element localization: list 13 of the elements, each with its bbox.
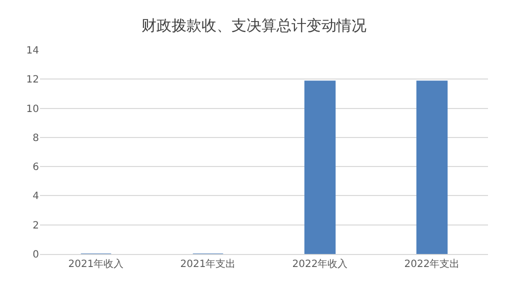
y-tick-label: 8 <box>32 132 39 144</box>
x-tick-label: 2022年支出 <box>404 258 460 270</box>
x-tick-label: 2021年收入 <box>68 258 124 270</box>
y-tick-label: 2 <box>32 220 39 232</box>
y-tick-label: 14 <box>26 46 39 56</box>
x-tick-label: 2021年支出 <box>180 258 236 270</box>
y-tick-label: 10 <box>26 104 39 115</box>
y-tick-label: 0 <box>32 250 39 260</box>
y-tick-label: 12 <box>26 74 39 86</box>
x-tick-label: 2022年收入 <box>292 258 348 270</box>
y-tick-label: 6 <box>32 162 39 174</box>
chart-title: 财政拨款收、支决算总计变动情况 <box>142 16 366 35</box>
y-tick-label: 4 <box>32 191 39 202</box>
